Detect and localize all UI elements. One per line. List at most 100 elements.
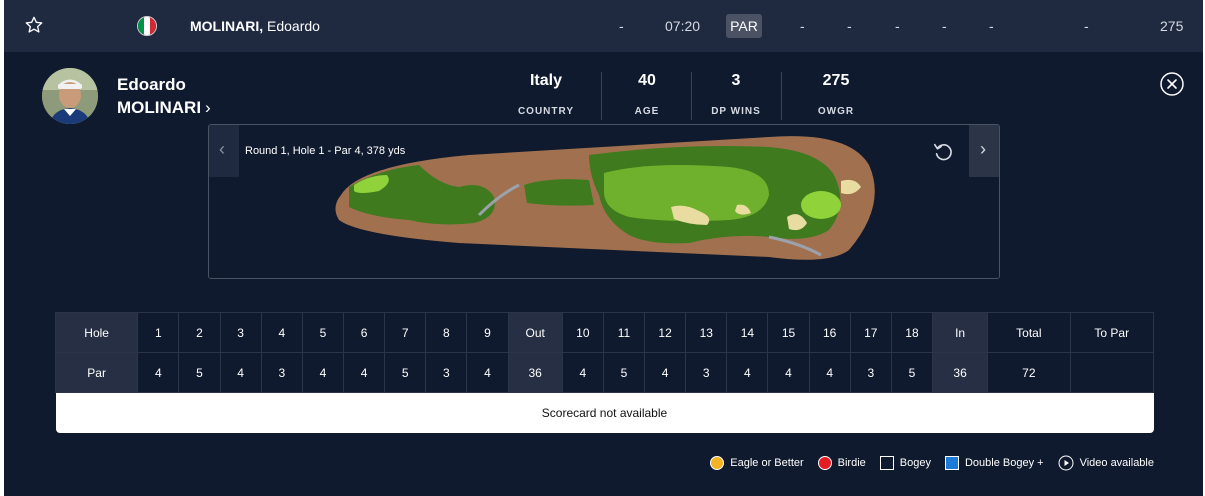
par-value: 4 <box>466 352 509 393</box>
par-value: 5 <box>384 352 427 393</box>
par-value: 3 <box>685 352 728 393</box>
owgr-cell: 275 <box>1160 18 1184 34</box>
play-icon <box>1058 455 1074 471</box>
hole-number: 15 <box>767 312 810 353</box>
previous-hole-button[interactable]: ‹ <box>209 125 239 177</box>
round-3-cell: - <box>942 18 947 34</box>
hole-number: 13 <box>685 312 728 353</box>
stat-label: COUNTRY <box>517 106 575 117</box>
thru-cell: - <box>800 18 805 34</box>
stat-age: 40 AGE <box>612 72 682 117</box>
legend-double-bogey: Double Bogey + <box>944 456 1044 470</box>
legend-bogey: Bogey <box>879 456 931 470</box>
hole-map[interactable]: ‹ › Round 1, Hole 1 - Par 4, 378 yds <box>208 124 1000 279</box>
par-value: 4 <box>767 352 810 393</box>
out-header: Out <box>507 312 563 353</box>
eagle-marker-icon <box>710 456 725 470</box>
player-profile-link[interactable]: MOLINARI › <box>117 98 211 118</box>
stat-value: 40 <box>638 72 656 89</box>
legend-label: Birdie <box>837 457 866 469</box>
total-cell: - <box>1084 18 1089 34</box>
hole-number: 10 <box>561 312 604 353</box>
in-header: In <box>932 312 989 353</box>
hole-number: 7 <box>384 312 427 353</box>
par-value: 4 <box>726 352 769 393</box>
par-value: 3 <box>849 352 892 393</box>
stat-value: Italy <box>529 72 562 89</box>
round-2-cell: - <box>895 18 900 34</box>
stat-label: DP WINS <box>711 106 761 117</box>
chevron-right-icon: › <box>980 139 986 159</box>
score-to-par-badge: PAR <box>726 14 762 38</box>
total-header: Total <box>987 312 1071 353</box>
stat-value: 275 <box>822 72 850 89</box>
italy-flag-icon <box>137 16 157 36</box>
player-name[interactable]: MOLINARI, Edoardo <box>190 18 320 34</box>
scorecard-unavailable-message: Scorecard not available <box>55 392 1154 433</box>
reset-icon[interactable] <box>932 141 954 163</box>
leaderboard-row[interactable]: MOLINARI, Edoardo - 07:20 PAR - - - - - … <box>4 0 1203 52</box>
stat-divider <box>691 72 692 120</box>
player-first-name: Edoardo <box>267 18 320 34</box>
par-out: 36 <box>507 352 563 393</box>
avatar <box>42 68 98 124</box>
par-total: 72 <box>987 352 1071 393</box>
stat-label: OWGR <box>817 106 855 117</box>
par-in: 36 <box>932 352 989 393</box>
par-value: 4 <box>561 352 604 393</box>
hole-number: 17 <box>849 312 892 353</box>
hole-number: 16 <box>808 312 851 353</box>
hole-number: 18 <box>890 312 934 353</box>
hole-number: 12 <box>644 312 687 353</box>
round-4-cell: - <box>989 18 994 34</box>
par-value: 5 <box>602 352 646 393</box>
par-header: Par <box>54 352 139 393</box>
legend-label: Video available <box>1079 457 1154 469</box>
legend-video: Video available <box>1058 455 1154 471</box>
par-value: 4 <box>644 352 687 393</box>
par-value: 4 <box>342 352 386 393</box>
stat-dp-wins: 3 DP WINS <box>701 72 771 117</box>
close-icon[interactable] <box>1160 72 1184 96</box>
birdie-marker-icon <box>817 456 832 470</box>
hole-number: 11 <box>602 312 646 353</box>
par-value: 4 <box>137 352 180 393</box>
player-last-name-large: MOLINARI <box>117 98 202 117</box>
player-first-name-large: Edoardo <box>117 75 186 94</box>
hole-number: 5 <box>301 312 345 353</box>
double-bogey-marker-icon <box>944 456 959 470</box>
stat-divider <box>601 72 602 120</box>
position-cell: - <box>619 18 624 34</box>
to-par-header: To Par <box>1069 312 1154 353</box>
stat-value: 3 <box>731 72 741 89</box>
hole-caption: Round 1, Hole 1 - Par 4, 378 yds <box>245 145 406 157</box>
next-hole-button[interactable]: › <box>969 125 999 177</box>
par-to-par <box>1069 352 1154 393</box>
legend-label: Bogey <box>899 457 931 469</box>
stat-label: AGE <box>634 106 660 117</box>
stat-owgr: 275 OWGR <box>801 72 871 117</box>
par-value: 4 <box>301 352 345 393</box>
legend: Eagle or Better Birdie Bogey Double Boge… <box>4 455 1154 471</box>
player-last-name: MOLINARI, <box>190 18 264 34</box>
par-value: 5 <box>890 352 934 393</box>
hole-number: 2 <box>178 312 221 353</box>
message-row: Scorecard not available <box>55 392 1154 433</box>
hole-number: 14 <box>726 312 769 353</box>
chevron-left-icon: ‹ <box>219 139 225 159</box>
scorecard-table: Hole 1 2 3 4 5 6 7 8 9 Out 10 11 12 13 1… <box>54 312 1154 433</box>
legend-label: Double Bogey + <box>964 457 1044 469</box>
star-icon[interactable] <box>24 15 44 35</box>
legend-birdie: Birdie <box>817 456 866 470</box>
tee-time-cell: 07:20 <box>665 18 701 34</box>
legend-label: Eagle or Better <box>730 457 804 469</box>
chevron-right-icon: › <box>205 98 211 117</box>
par-value: 4 <box>219 352 262 393</box>
hole-header: Hole <box>54 312 139 353</box>
par-value: 4 <box>808 352 851 393</box>
hole-number: 1 <box>137 312 180 353</box>
par-value: 3 <box>260 352 303 393</box>
par-row: Par 4 5 4 3 4 4 5 3 4 36 4 5 4 3 4 4 4 3… <box>54 352 1154 393</box>
hole-course-image <box>335 136 875 260</box>
hole-number: 3 <box>219 312 262 353</box>
